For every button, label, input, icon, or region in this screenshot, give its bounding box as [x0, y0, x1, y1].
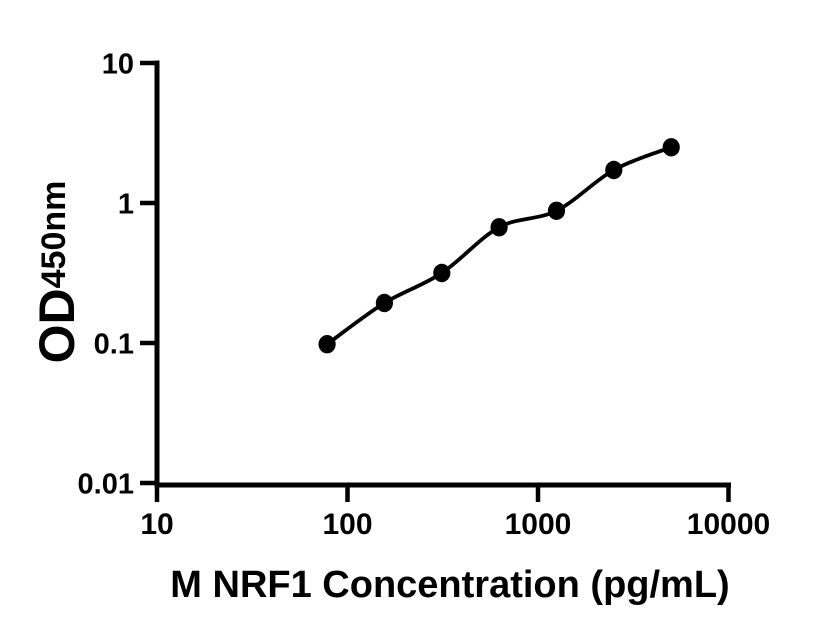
data-point	[318, 335, 336, 354]
data-point	[433, 263, 451, 283]
y-axis-tick-labels: 10 1 0.1 0.01	[78, 49, 134, 501]
y-axis-title-main: OD	[29, 288, 85, 364]
y-axis-title-subscript: 450nm	[35, 180, 73, 289]
data-series	[318, 138, 680, 354]
x-axis-title: M NRF1 Concentration (pg/mL)	[170, 564, 730, 606]
data-point	[662, 138, 680, 157]
data-point	[490, 218, 508, 237]
data-point	[375, 293, 393, 313]
x-axis-tick-labels: 10 100 1000 10000	[140, 508, 770, 541]
x-tick-label: 1000	[505, 508, 572, 541]
axes	[154, 60, 731, 488]
y-tick-label: 10	[102, 49, 134, 81]
data-point	[547, 201, 566, 220]
y-tick-label: 1	[118, 189, 134, 221]
y-axis-title: OD450nm	[24, 142, 85, 402]
y-tick-label: 0.1	[94, 329, 134, 361]
y-axis-ticks	[140, 60, 157, 486]
x-axis-ticks	[154, 485, 731, 502]
x-tick-label: 100	[322, 508, 372, 541]
data-point	[605, 160, 623, 180]
x-tick-label: 10000	[687, 508, 770, 541]
y-tick-label: 0.01	[78, 469, 134, 501]
x-tick-label: 10	[140, 508, 173, 541]
fit-curve-line	[325, 145, 674, 347]
